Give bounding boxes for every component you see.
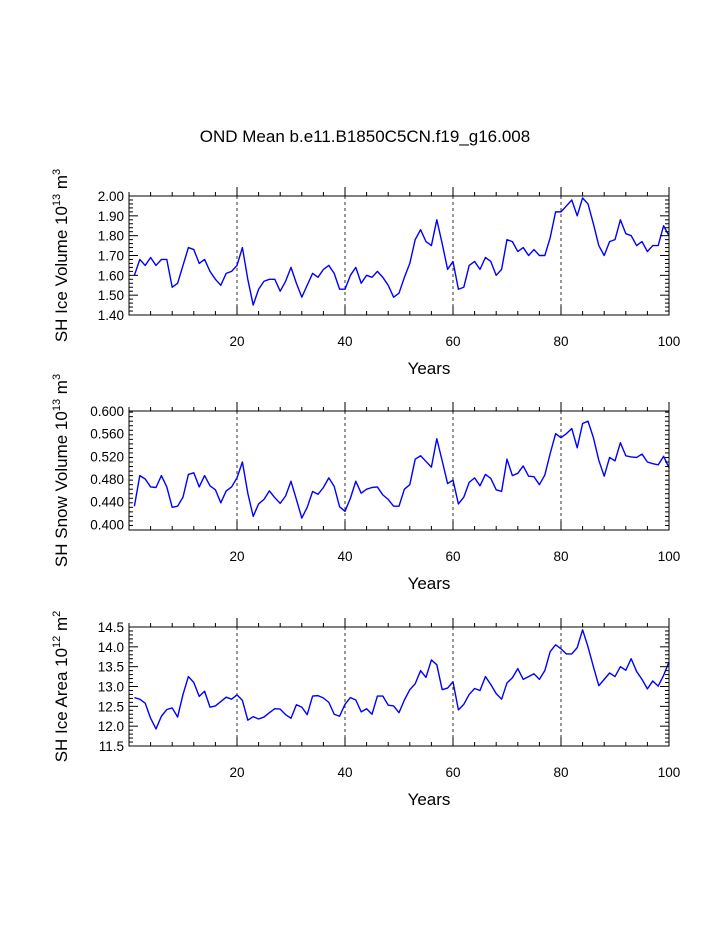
- x-axis-label: Years: [408, 790, 451, 809]
- y-axis-label-part: m: [52, 175, 71, 194]
- x-axis-label: Years: [408, 574, 451, 593]
- chart-panel-ice-area: 11.5 12.0 12.5 13.0 13.5 14.0 14.5 20 40 60 80 100 Y…: [51, 611, 680, 809]
- x-tick-label: 60: [445, 549, 460, 564]
- y-axis-label: SH Snow Volume 1013 m3: [51, 374, 71, 567]
- chart-title: OND Mean b.e11.B1850C5CN.f19_g16.008: [200, 127, 530, 146]
- y-tick-label: 1.70: [98, 249, 124, 264]
- y-axis-label-part: m: [52, 380, 71, 399]
- plot-frame: [128, 195, 670, 316]
- y-axis-label-superscript: 13: [51, 399, 63, 411]
- y-tick-label: 1.80: [98, 229, 124, 244]
- y-tick-label: 0.440: [90, 495, 124, 510]
- x-tick-label: 60: [445, 765, 460, 780]
- x-tick-label: 80: [553, 549, 568, 564]
- x-tick-label: 40: [337, 549, 352, 564]
- x-tick-label: 20: [229, 765, 244, 780]
- y-tick-label: 12.5: [98, 699, 124, 714]
- x-tick-label: 60: [445, 334, 460, 349]
- y-tick-label: 12.0: [98, 719, 124, 734]
- x-tick-label: 100: [658, 765, 681, 780]
- y-tick-label: 0.600: [90, 404, 124, 419]
- y-axis-label-superscript: 3: [51, 169, 63, 175]
- y-tick-label: 14.0: [98, 640, 124, 655]
- y-axis-label-superscript: 12: [51, 636, 63, 648]
- x-tick-label: 40: [337, 334, 352, 349]
- y-tick-label: 13.0: [98, 680, 124, 695]
- x-axis-label: Years: [408, 359, 451, 378]
- y-axis-label-superscript: 2: [51, 611, 63, 617]
- x-tick-label: 80: [553, 765, 568, 780]
- y-tick-label: 1.50: [98, 288, 124, 303]
- data-series-line: [133, 197, 670, 306]
- panels: 1.40 1.50 1.60 1.70 1.80 1.90 2.00 20 40 60 80 100 Y…: [51, 169, 680, 809]
- y-axis-label-part: SH Snow Volume 10: [52, 411, 71, 567]
- y-axis-label: SH Ice Volume 1013 m3: [51, 169, 71, 342]
- y-tick-label: 0.400: [90, 517, 124, 532]
- chart-panel-snow-volume: 0.400 0.440 0.480 0.520 0.560 0.600 20 40 60 80 10…: [51, 374, 680, 593]
- x-tick-label: 100: [658, 549, 681, 564]
- y-axis-label-part: m: [52, 617, 71, 636]
- y-tick-label: 1.90: [98, 209, 124, 224]
- y-axis-label-superscript: 13: [51, 194, 63, 206]
- y-tick-label: 11.5: [99, 739, 124, 754]
- data-series-line: [133, 420, 670, 519]
- y-tick-label: 0.520: [90, 449, 124, 464]
- y-tick-label: 14.5: [98, 620, 124, 635]
- y-tick-label: 0.480: [90, 472, 124, 487]
- y-tick-label: 1.60: [98, 268, 124, 283]
- y-tick-label: 13.5: [98, 660, 124, 675]
- x-tick-label: 80: [553, 334, 568, 349]
- y-axis-label-part: SH Ice Volume 10: [52, 206, 71, 342]
- y-tick-label: 2.00: [98, 189, 124, 204]
- y-axis-label-superscript: 3: [51, 374, 63, 380]
- x-tick-label: 20: [229, 334, 244, 349]
- data-series-line: [134, 629, 670, 730]
- x-tick-label: 100: [658, 334, 681, 349]
- y-axis-label: SH Ice Area 1012 m2: [51, 611, 71, 763]
- y-tick-label: 0.560: [90, 427, 124, 442]
- y-axis-label-part: SH Ice Area 10: [52, 648, 71, 762]
- x-tick-label: 40: [337, 765, 352, 780]
- x-tick-label: 20: [229, 549, 244, 564]
- y-tick-label: 1.40: [98, 308, 124, 323]
- chart-panel-ice-volume: 1.40 1.50 1.60 1.70 1.80 1.90 2.00 20 40 60 80 100 Y…: [51, 169, 680, 378]
- plot-frame: [128, 410, 670, 531]
